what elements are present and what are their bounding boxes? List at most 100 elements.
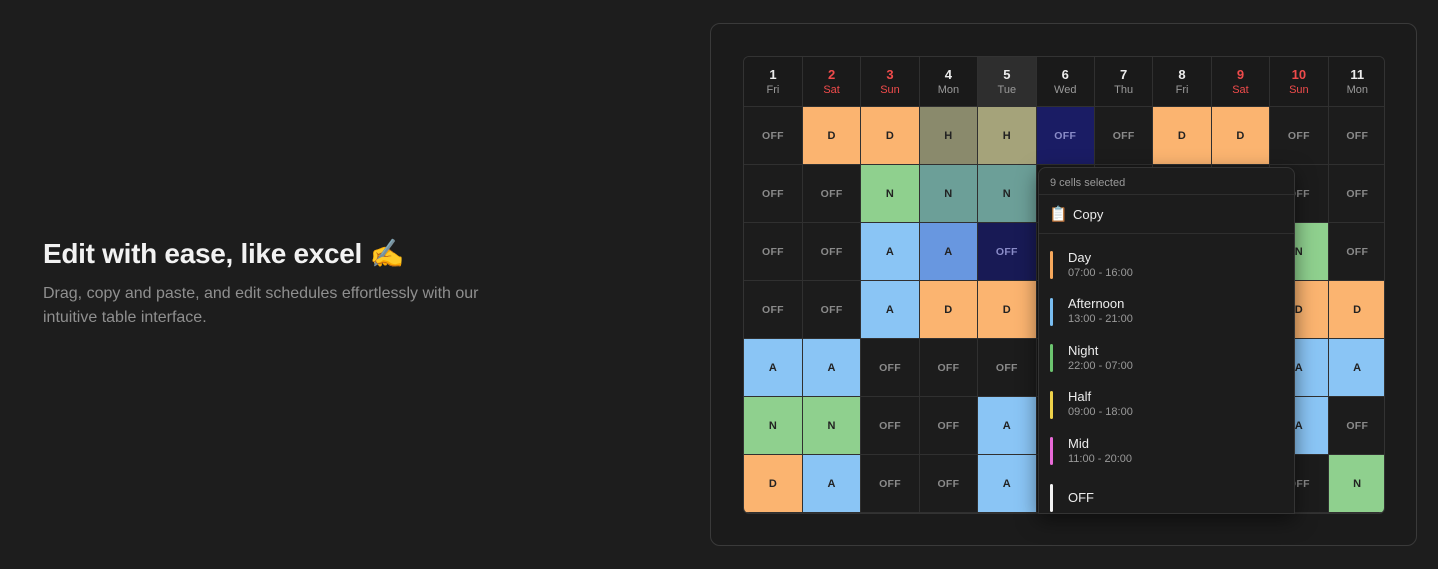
shift-cell[interactable]: OFF <box>1036 106 1095 165</box>
shift-name: Half <box>1068 389 1092 405</box>
shift-cell[interactable]: OFF <box>1269 106 1329 165</box>
clipboard-icon: 📋 <box>1049 206 1068 223</box>
day-header: 2 Sat <box>802 57 862 107</box>
copy-button[interactable]: 📋 Copy <box>1039 195 1294 234</box>
shift-cell[interactable]: N <box>744 396 803 455</box>
shift-cell[interactable]: N <box>919 164 979 223</box>
copy-label: Copy <box>1073 206 1104 222</box>
day-header: 9 Sat <box>1211 57 1271 107</box>
shift-cell[interactable]: D <box>977 280 1037 339</box>
shift-cell[interactable]: A <box>977 396 1037 455</box>
hero-title: Edit with ease, like excel ✍️ <box>43 238 405 269</box>
context-menu: 9 cells selected 📋 Copy Day 07:00 - 16:00… <box>1038 167 1295 514</box>
shift-cell[interactable]: OFF <box>802 164 862 223</box>
shift-cell[interactable]: N <box>802 396 862 455</box>
day-header: 7 Thu <box>1094 57 1154 107</box>
shift-cell[interactable]: D <box>1211 106 1271 165</box>
shift-name: Afternoon <box>1068 296 1125 312</box>
day-number: 6 <box>1061 66 1069 82</box>
shift-cell[interactable]: OFF <box>1328 106 1384 165</box>
shift-cell[interactable]: OFF <box>802 280 862 339</box>
shift-cell[interactable]: OFF <box>1094 106 1154 165</box>
shift-text: OFF <box>1068 490 1094 506</box>
shift-color-bar <box>1050 251 1053 280</box>
day-number: 2 <box>827 66 836 82</box>
shift-cell[interactable]: OFF <box>802 222 862 281</box>
shift-cell[interactable]: OFF <box>1328 164 1384 223</box>
shift-option-day[interactable]: Day 07:00 - 16:00 <box>1039 242 1294 289</box>
day-header-row: 1 Fri 2 Sat 3 Sun 4 Mon 5 Tue 6 Wed 7 Thu 8 Fri 9 Sat 10 Su… <box>744 57 1384 107</box>
schedule-row: OFF D D H H OFF OFF D D OFF OFF <box>744 106 1384 165</box>
shift-cell[interactable]: OFF <box>919 396 979 455</box>
shift-cell[interactable]: OFF <box>860 454 920 513</box>
day-number: 3 <box>886 66 894 82</box>
shift-cell[interactable]: OFF <box>977 338 1037 397</box>
day-number: 5 <box>1003 66 1011 82</box>
shift-option-night[interactable]: Night 22:00 - 07:00 <box>1039 335 1294 382</box>
day-header: 6 Wed <box>1036 57 1095 107</box>
shift-cell[interactable]: D <box>919 280 979 339</box>
shift-color-bar <box>1050 483 1053 512</box>
shift-cell[interactable]: OFF <box>1328 396 1384 455</box>
shift-cell[interactable]: OFF <box>744 280 803 339</box>
shift-text: Half 09:00 - 18:00 <box>1068 389 1133 420</box>
shift-cell[interactable]: OFF <box>860 338 920 397</box>
day-number: 4 <box>944 66 953 82</box>
shift-cell[interactable]: A <box>744 338 803 397</box>
shift-option-off[interactable]: OFF <box>1039 475 1294 522</box>
shift-cell[interactable]: OFF <box>1328 222 1384 281</box>
schedule-grid: 1 Fri 2 Sat 3 Sun 4 Mon 5 Tue 6 Wed 7 Thu 8 Fri 9 Sat 10 Su… <box>743 56 1385 514</box>
shift-cell[interactable]: A <box>802 454 862 513</box>
shift-text: Night 22:00 - 07:00 <box>1068 343 1133 374</box>
shift-cell[interactable]: A <box>977 454 1037 513</box>
shift-cell[interactable]: A <box>919 222 979 281</box>
shift-time: 13:00 - 21:00 <box>1068 313 1133 326</box>
shift-option-mid[interactable]: Mid 11:00 - 20:00 <box>1039 428 1294 475</box>
shift-cell[interactable]: D <box>860 106 920 165</box>
schedule-body: OFF D D H H OFF OFF D D OFF OFF OFF OFF N N N OFF OFF OFF O… <box>744 106 1384 513</box>
shift-cell[interactable]: A <box>1328 338 1384 397</box>
shift-cell[interactable]: OFF <box>744 106 803 165</box>
shift-cell[interactable]: OFF <box>977 222 1037 281</box>
day-header: 5 Tue <box>977 57 1037 107</box>
shift-cell[interactable]: H <box>977 106 1037 165</box>
day-of-week: Mon <box>1346 83 1368 96</box>
schedule-table: 1 Fri 2 Sat 3 Sun 4 Mon 5 Tue 6 Wed 7 Thu 8 Fri 9 Sat 10 Su… <box>744 57 1384 513</box>
shift-cell[interactable]: N <box>977 164 1037 223</box>
day-of-week: Sun <box>1289 83 1309 96</box>
day-of-week: Fri <box>1175 83 1189 96</box>
day-number: 10 <box>1291 66 1307 82</box>
shift-cell[interactable]: D <box>1152 106 1212 165</box>
shift-cell[interactable]: D <box>744 454 803 513</box>
shift-option-afternoon[interactable]: Afternoon 13:00 - 21:00 <box>1039 289 1294 336</box>
hero-description: Drag, copy and paste, and edit schedules… <box>43 285 479 326</box>
shift-option-half[interactable]: Half 09:00 - 18:00 <box>1039 382 1294 429</box>
shift-cell[interactable]: D <box>1328 280 1384 339</box>
shift-text: Day 07:00 - 16:00 <box>1068 250 1133 281</box>
selection-count: 9 cells selected <box>1039 168 1294 195</box>
day-of-week: Sat <box>823 83 840 96</box>
shift-list: Day 07:00 - 16:00 Afternoon 13:00 - 21:00 Ni… <box>1039 234 1294 521</box>
shift-color-bar <box>1050 297 1053 326</box>
shift-cell[interactable]: N <box>1328 454 1384 513</box>
shift-cell[interactable]: OFF <box>860 396 920 455</box>
shift-cell[interactable]: OFF <box>919 454 979 513</box>
shift-cell[interactable]: A <box>802 338 862 397</box>
day-number: 9 <box>1236 66 1245 82</box>
shift-time: 07:00 - 16:00 <box>1068 266 1133 279</box>
shift-name: Day <box>1068 249 1092 265</box>
day-number: 8 <box>1178 66 1186 82</box>
shift-text: Afternoon 13:00 - 21:00 <box>1068 296 1133 327</box>
shift-cell[interactable]: H <box>919 106 979 165</box>
shift-cell[interactable]: OFF <box>744 164 803 223</box>
shift-cell[interactable]: A <box>860 280 920 339</box>
day-header: 8 Fri <box>1152 57 1212 107</box>
day-of-week: Sun <box>880 83 900 96</box>
shift-cell[interactable]: N <box>860 164 920 223</box>
shift-cell[interactable]: OFF <box>744 222 803 281</box>
shift-color-bar <box>1050 390 1053 419</box>
shift-cell[interactable]: OFF <box>919 338 979 397</box>
shift-cell[interactable]: D <box>802 106 862 165</box>
shift-cell[interactable]: A <box>860 222 920 281</box>
day-of-week: Wed <box>1054 83 1077 96</box>
